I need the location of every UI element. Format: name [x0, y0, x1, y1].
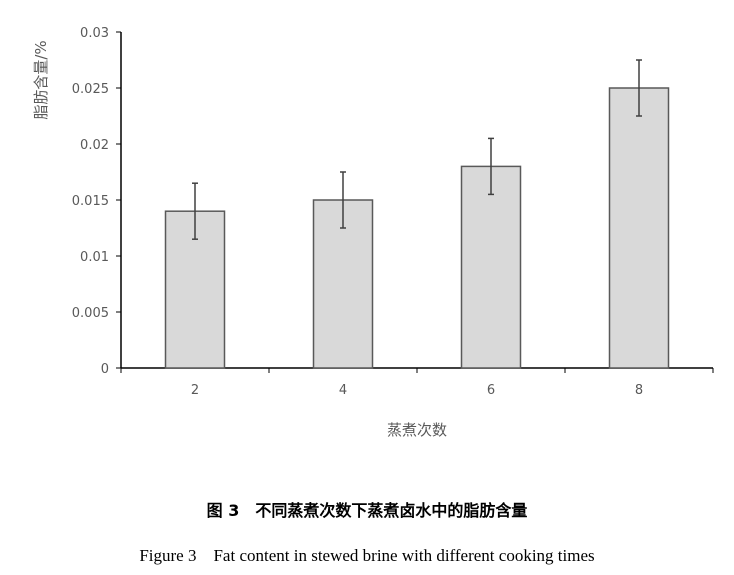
y-axis-title: 脂肪含量/% — [32, 40, 50, 119]
y-tick-label: 0.02 — [80, 138, 109, 153]
y-tick-label: 0.025 — [72, 82, 109, 97]
x-tick-label: 2 — [191, 383, 199, 398]
bar-6 — [460, 165, 522, 369]
y-tick-label: 0.015 — [72, 194, 109, 209]
error-bar-4 — [340, 171, 346, 229]
x-tick-label: 8 — [635, 383, 643, 398]
figure-caption-chinese: 图 3 不同蒸煮次数下蒸煮卤水中的脂肪含量 — [206, 501, 528, 520]
error-bar-8 — [636, 59, 642, 117]
y-tick-label: 0.01 — [80, 250, 109, 265]
x-axis-title: 蒸煮次数 — [387, 421, 447, 439]
x-tick-label: 4 — [339, 383, 347, 398]
error-bars — [192, 59, 642, 240]
y-axis: 0 0.005 0.01 0.015 0.02 0.025 0.03 — [72, 26, 122, 377]
bar-8 — [608, 87, 670, 369]
figure-caption-english: Figure 3 Fat content in stewed brine wit… — [139, 546, 595, 565]
bars — [164, 87, 670, 369]
x-tick-label: 6 — [487, 383, 495, 398]
y-tick-label: 0.03 — [80, 26, 109, 41]
error-bar-2 — [192, 182, 198, 240]
y-tick-label: 0 — [101, 362, 109, 377]
bar-chart: 0 0.005 0.01 0.015 0.02 0.025 0.03 2 4 6 8 蒸煮次数 脂… — [32, 26, 714, 439]
y-tick-label: 0.005 — [72, 306, 109, 321]
error-bar-6 — [488, 137, 494, 196]
x-axis: 2 4 6 8 — [120, 367, 714, 398]
